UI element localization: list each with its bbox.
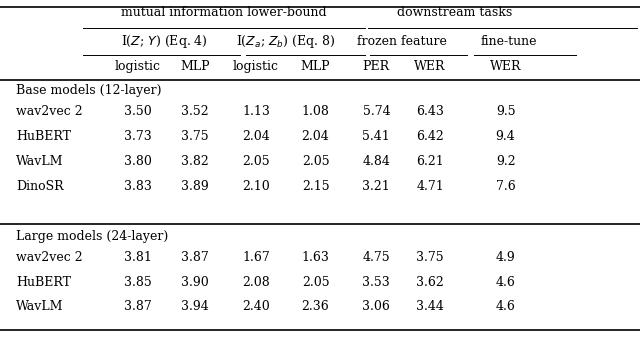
Text: MLP: MLP bbox=[301, 60, 330, 73]
Text: 3.75: 3.75 bbox=[416, 251, 444, 264]
Text: 4.75: 4.75 bbox=[362, 251, 390, 264]
Text: 1.67: 1.67 bbox=[242, 251, 270, 264]
Text: 4.71: 4.71 bbox=[416, 180, 444, 193]
Text: MLP: MLP bbox=[180, 60, 210, 73]
Text: 3.94: 3.94 bbox=[181, 300, 209, 313]
Text: 4.9: 4.9 bbox=[496, 251, 515, 264]
Text: 7.6: 7.6 bbox=[496, 180, 515, 193]
Text: HuBERT: HuBERT bbox=[16, 275, 71, 288]
Text: fine-tune: fine-tune bbox=[481, 35, 537, 48]
Text: WavLM: WavLM bbox=[16, 300, 63, 313]
Text: WavLM: WavLM bbox=[16, 155, 63, 168]
Text: 3.21: 3.21 bbox=[362, 180, 390, 193]
Text: 3.83: 3.83 bbox=[124, 180, 152, 193]
Text: wav2vec 2: wav2vec 2 bbox=[16, 105, 83, 118]
Text: 6.43: 6.43 bbox=[416, 105, 444, 118]
Text: 3.75: 3.75 bbox=[181, 130, 209, 143]
Text: wav2vec 2: wav2vec 2 bbox=[16, 251, 83, 264]
Text: 6.21: 6.21 bbox=[416, 155, 444, 168]
Text: 2.10: 2.10 bbox=[242, 180, 270, 193]
Text: 2.08: 2.08 bbox=[242, 275, 270, 288]
Text: 3.85: 3.85 bbox=[124, 275, 152, 288]
Text: DinoSR: DinoSR bbox=[16, 180, 63, 193]
Text: 3.44: 3.44 bbox=[416, 300, 444, 313]
Text: PER: PER bbox=[363, 60, 390, 73]
Text: 5.74: 5.74 bbox=[362, 105, 390, 118]
Text: 4.6: 4.6 bbox=[495, 275, 516, 288]
Text: 2.40: 2.40 bbox=[242, 300, 270, 313]
Text: 2.05: 2.05 bbox=[242, 155, 270, 168]
Text: 3.89: 3.89 bbox=[181, 180, 209, 193]
Text: 3.87: 3.87 bbox=[124, 300, 152, 313]
Text: logistic: logistic bbox=[233, 60, 279, 73]
Text: logistic: logistic bbox=[115, 60, 161, 73]
Text: 3.06: 3.06 bbox=[362, 300, 390, 313]
Text: 3.52: 3.52 bbox=[181, 105, 209, 118]
Text: 1.08: 1.08 bbox=[301, 105, 330, 118]
Text: 2.36: 2.36 bbox=[301, 300, 330, 313]
Text: 3.73: 3.73 bbox=[124, 130, 152, 143]
Text: 2.04: 2.04 bbox=[301, 130, 330, 143]
Text: frozen feature: frozen feature bbox=[357, 35, 447, 48]
Text: Base models (12-layer): Base models (12-layer) bbox=[16, 84, 161, 97]
Text: HuBERT: HuBERT bbox=[16, 130, 71, 143]
Text: 1.63: 1.63 bbox=[301, 251, 330, 264]
Text: 3.62: 3.62 bbox=[416, 275, 444, 288]
Text: downstream tasks: downstream tasks bbox=[397, 5, 512, 19]
Text: 9.4: 9.4 bbox=[496, 130, 515, 143]
Text: 2.04: 2.04 bbox=[242, 130, 270, 143]
Text: I($Z$; $Y$) (Eq. 4): I($Z$; $Y$) (Eq. 4) bbox=[121, 33, 208, 50]
Text: 3.50: 3.50 bbox=[124, 105, 152, 118]
Text: 5.41: 5.41 bbox=[362, 130, 390, 143]
Text: 6.42: 6.42 bbox=[416, 130, 444, 143]
Text: 2.15: 2.15 bbox=[301, 180, 330, 193]
Text: WER: WER bbox=[414, 60, 446, 73]
Text: 3.90: 3.90 bbox=[181, 275, 209, 288]
Text: 2.05: 2.05 bbox=[301, 275, 330, 288]
Text: 1.13: 1.13 bbox=[242, 105, 270, 118]
Text: 3.53: 3.53 bbox=[362, 275, 390, 288]
Text: Large models (24-layer): Large models (24-layer) bbox=[16, 230, 168, 243]
Text: WER: WER bbox=[490, 60, 522, 73]
Text: mutual information lower-bound: mutual information lower-bound bbox=[121, 5, 327, 19]
Text: 3.80: 3.80 bbox=[124, 155, 152, 168]
Text: 3.87: 3.87 bbox=[181, 251, 209, 264]
Text: 9.5: 9.5 bbox=[496, 105, 515, 118]
Text: 4.6: 4.6 bbox=[495, 300, 516, 313]
Text: 3.81: 3.81 bbox=[124, 251, 152, 264]
Text: 4.84: 4.84 bbox=[362, 155, 390, 168]
Text: 3.82: 3.82 bbox=[181, 155, 209, 168]
Text: I($Z_a$; $Z_b$) (Eq. 8): I($Z_a$; $Z_b$) (Eq. 8) bbox=[236, 33, 335, 50]
Text: 2.05: 2.05 bbox=[301, 155, 330, 168]
Text: 9.2: 9.2 bbox=[496, 155, 515, 168]
